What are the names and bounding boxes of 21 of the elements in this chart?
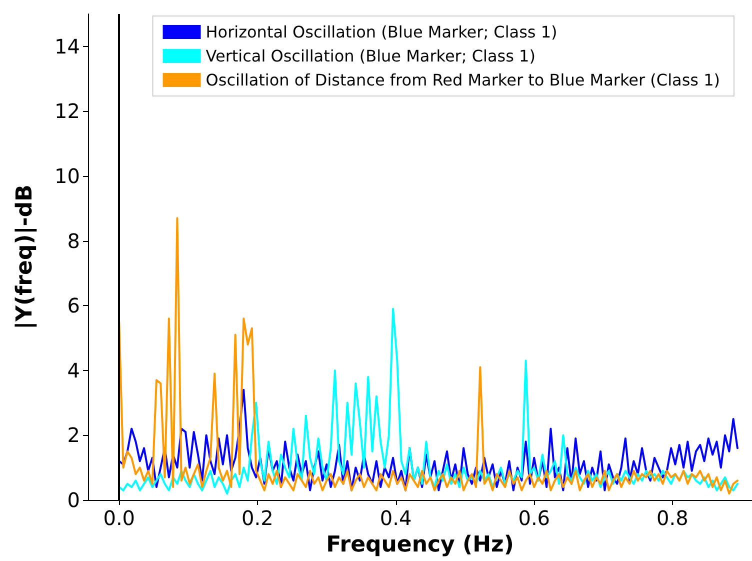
legend-label: Oscillation of Distance from Red Marker to Blue Marker (Class 1) xyxy=(206,70,720,90)
x-tick-label: 0.8 xyxy=(656,506,688,530)
y-tick-label: 0 xyxy=(67,488,80,512)
line-series xyxy=(118,308,738,495)
x-axis-title: Frequency (Hz) xyxy=(326,532,514,558)
x-tick-label: 0.0 xyxy=(103,506,136,530)
y-tick-label: 10 xyxy=(54,164,80,188)
y-tick-label: 4 xyxy=(67,358,80,382)
y-tick-label: 14 xyxy=(54,34,80,58)
x-tick-label: 0.4 xyxy=(380,506,412,530)
x-tick-label: 0.2 xyxy=(242,506,274,530)
legend-label: Horizontal Oscillation (Blue Marker; Class 1) xyxy=(206,22,558,42)
y-tick-label: 6 xyxy=(67,294,80,318)
line-series xyxy=(118,388,738,492)
y-tick-label: 2 xyxy=(67,423,80,448)
line-series xyxy=(118,217,738,495)
y-tick-label: 8 xyxy=(67,228,80,253)
legend-label: Vertical Oscillation (Blue Marker; Class 1) xyxy=(206,46,536,66)
y-axis-title: |Y(freq)|-dB xyxy=(12,184,38,330)
x-tick-label: 0.6 xyxy=(518,506,550,530)
y-tick-label: 12 xyxy=(54,99,80,124)
